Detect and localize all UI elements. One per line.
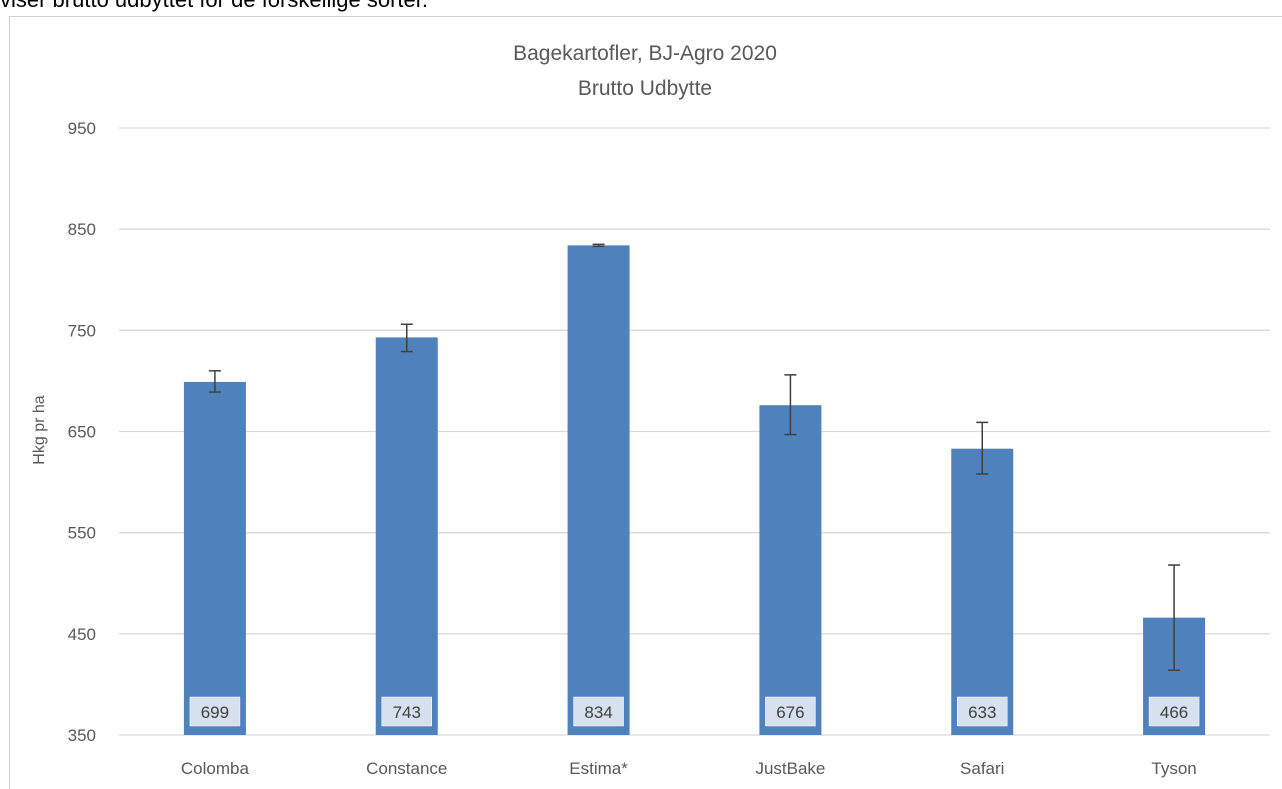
caption-text: viser brutto udbyttet for de forskellige… xyxy=(0,0,428,13)
chart-frame xyxy=(9,16,1282,789)
x-tick-label: Colomba xyxy=(181,759,250,778)
chart-subtitle: Brutto Udbytte xyxy=(578,77,712,100)
data-label-box xyxy=(189,696,241,727)
data-label: 743 xyxy=(393,703,421,722)
data-label-box xyxy=(1148,696,1200,727)
bar xyxy=(567,245,630,735)
data-label: 633 xyxy=(968,703,996,722)
bar xyxy=(375,337,438,735)
x-tick-label: Constance xyxy=(366,759,447,778)
data-label: 466 xyxy=(1160,703,1188,722)
x-tick-label: JustBake xyxy=(755,759,825,778)
y-tick-label: 350 xyxy=(68,726,96,745)
y-tick-label: 850 xyxy=(68,220,96,239)
data-label-box xyxy=(765,696,816,727)
data-label: 834 xyxy=(584,703,612,722)
x-tick-label: Estima* xyxy=(569,759,628,778)
y-tick-label: 550 xyxy=(68,524,96,543)
data-label-box xyxy=(573,696,624,727)
x-tick-label: Safari xyxy=(960,759,1004,778)
x-tick-label: Tyson xyxy=(1151,759,1196,778)
y-tick-label: 450 xyxy=(68,625,96,644)
y-tick-label: 750 xyxy=(68,321,96,340)
y-tick-label: 650 xyxy=(68,423,96,442)
data-label: 676 xyxy=(776,703,804,722)
y-axis-label: Hkg pr ha xyxy=(31,395,48,464)
data-label-box xyxy=(381,696,432,727)
chart-title: Bagekartofler, BJ-Agro 2020 xyxy=(513,42,777,65)
data-label: 699 xyxy=(201,703,229,722)
bar xyxy=(759,405,822,735)
y-tick-label: 950 xyxy=(68,119,96,138)
data-label-box xyxy=(957,696,1008,727)
bar xyxy=(183,381,246,735)
bar xyxy=(951,448,1014,735)
